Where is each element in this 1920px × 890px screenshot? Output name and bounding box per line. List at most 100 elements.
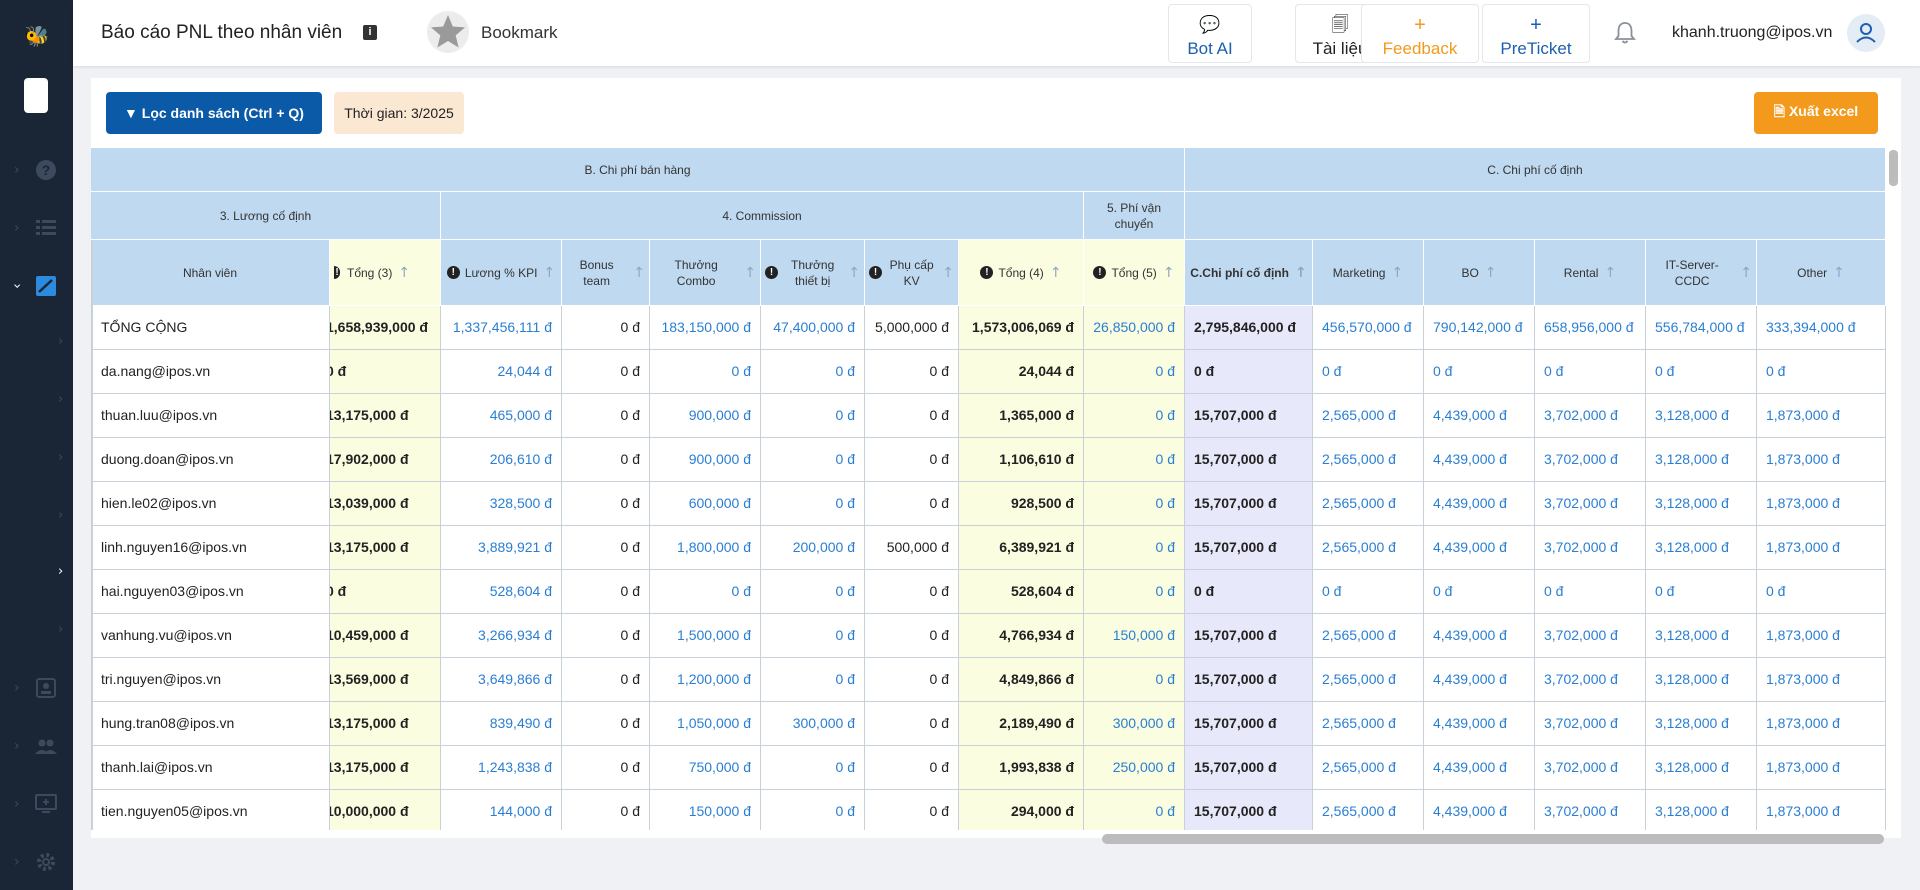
- value-cell[interactable]: 333,394,000 đ: [1757, 306, 1886, 350]
- value-cell[interactable]: 0 đ: [650, 570, 761, 614]
- value-cell[interactable]: 0 đ: [1424, 570, 1535, 614]
- value-cell[interactable]: 2,565,000 đ: [1313, 482, 1424, 526]
- value-cell[interactable]: 3,128,000 đ: [1646, 658, 1757, 702]
- value-cell[interactable]: 4,439,000 đ: [1424, 526, 1535, 570]
- value-cell[interactable]: 1,200,000 đ: [650, 658, 761, 702]
- sort-arrow-icon[interactable]: ↑: [942, 264, 954, 281]
- value-cell[interactable]: 1,873,000 đ: [1757, 482, 1886, 526]
- value-cell[interactable]: 556,784,000 đ: [1646, 306, 1757, 350]
- value-cell[interactable]: 1,873,000 đ: [1757, 614, 1886, 658]
- value-cell[interactable]: 150,000 đ: [1084, 614, 1185, 658]
- value-cell[interactable]: 3,128,000 đ: [1646, 746, 1757, 790]
- value-cell[interactable]: 465,000 đ: [441, 394, 562, 438]
- value-cell[interactable]: 3,702,000 đ: [1535, 394, 1646, 438]
- chevron-right-icon[interactable]: ›: [58, 392, 64, 407]
- value-cell[interactable]: 0 đ: [1084, 658, 1185, 702]
- value-cell[interactable]: 2,565,000 đ: [1313, 394, 1424, 438]
- value-cell[interactable]: 456,570,000 đ: [1313, 306, 1424, 350]
- export-excel-button[interactable]: 🗎 Xuất excel: [1754, 92, 1878, 134]
- value-cell[interactable]: 3,702,000 đ: [1535, 790, 1646, 830]
- value-cell[interactable]: 0 đ: [761, 746, 865, 790]
- value-cell[interactable]: 150,000 đ: [650, 790, 761, 830]
- value-cell[interactable]: 47,400,000 đ: [761, 306, 865, 350]
- value-cell[interactable]: 4,439,000 đ: [1424, 658, 1535, 702]
- sort-arrow-icon[interactable]: ↑: [744, 264, 756, 281]
- value-cell[interactable]: 2,565,000 đ: [1313, 702, 1424, 746]
- sidebar-item-help[interactable]: › ?: [0, 152, 73, 188]
- value-cell[interactable]: 0 đ: [1084, 394, 1185, 438]
- warning-icon[interactable]: !: [446, 266, 460, 279]
- value-cell[interactable]: 4,439,000 đ: [1424, 790, 1535, 830]
- value-cell[interactable]: 1,337,456,111 đ: [441, 306, 562, 350]
- value-cell[interactable]: 790,142,000 đ: [1424, 306, 1535, 350]
- chevron-right-icon[interactable]: ›: [58, 622, 64, 637]
- value-cell[interactable]: 0 đ: [761, 350, 865, 394]
- user-email[interactable]: khanh.truong@ipos.vn: [1672, 24, 1833, 41]
- sort-arrow-icon[interactable]: ↑: [1294, 264, 1307, 281]
- value-cell[interactable]: 0 đ: [761, 790, 865, 830]
- column-header-14[interactable]: Other ↑: [1757, 240, 1886, 306]
- column-header-3[interactable]: Bonus team ↑: [562, 240, 650, 306]
- workspace-selector[interactable]: [24, 78, 48, 113]
- value-cell[interactable]: 3,702,000 đ: [1535, 482, 1646, 526]
- chevron-right-icon[interactable]: ›: [58, 334, 64, 349]
- filter-button[interactable]: ▼ Lọc danh sách (Ctrl + Q): [106, 92, 322, 134]
- bell-icon[interactable]: [1613, 20, 1637, 46]
- value-cell[interactable]: 0 đ: [1084, 526, 1185, 570]
- value-cell[interactable]: 3,889,921 đ: [441, 526, 562, 570]
- info-icon[interactable]: i: [363, 25, 377, 40]
- value-cell[interactable]: 1,873,000 đ: [1757, 658, 1886, 702]
- horizontal-scrollbar[interactable]: [1102, 834, 1884, 844]
- value-cell[interactable]: 1,873,000 đ: [1757, 702, 1886, 746]
- preticket-button[interactable]: + PreTicket: [1482, 4, 1590, 63]
- value-cell[interactable]: 3,128,000 đ: [1646, 482, 1757, 526]
- warning-icon[interactable]: !: [1093, 266, 1107, 279]
- value-cell[interactable]: 2,565,000 đ: [1313, 658, 1424, 702]
- value-cell[interactable]: 0 đ: [1646, 350, 1757, 394]
- sidebar-item-contact[interactable]: ›: [0, 670, 73, 706]
- value-cell[interactable]: 328,500 đ: [441, 482, 562, 526]
- value-cell[interactable]: 2,565,000 đ: [1313, 746, 1424, 790]
- value-cell[interactable]: 144,000 đ: [441, 790, 562, 830]
- column-header-12[interactable]: Rental ↑: [1535, 240, 1646, 306]
- column-header-1[interactable]: ! Tổng (3) ↑: [330, 240, 441, 306]
- sort-arrow-icon[interactable]: ↑: [1391, 264, 1404, 281]
- value-cell[interactable]: 4,439,000 đ: [1424, 482, 1535, 526]
- value-cell[interactable]: 0 đ: [650, 350, 761, 394]
- value-cell[interactable]: 900,000 đ: [650, 394, 761, 438]
- value-cell[interactable]: 2,565,000 đ: [1313, 438, 1424, 482]
- chevron-right-icon[interactable]: ›: [58, 564, 64, 579]
- value-cell[interactable]: 0 đ: [761, 570, 865, 614]
- avatar[interactable]: [1847, 14, 1885, 52]
- bot-ai-button[interactable]: 💬 Bot AI: [1168, 4, 1252, 63]
- value-cell[interactable]: 0 đ: [1757, 350, 1886, 394]
- value-cell[interactable]: 3,128,000 đ: [1646, 394, 1757, 438]
- column-header-6[interactable]: ! Phụ cấp KV ↑: [865, 240, 959, 306]
- column-header-5[interactable]: ! Thưởng thiết bị ↑: [761, 240, 865, 306]
- value-cell[interactable]: 1,873,000 đ: [1757, 394, 1886, 438]
- value-cell[interactable]: 600,000 đ: [650, 482, 761, 526]
- value-cell[interactable]: 2,565,000 đ: [1313, 790, 1424, 830]
- feedback-button[interactable]: + Feedback: [1361, 4, 1479, 63]
- value-cell[interactable]: 4,439,000 đ: [1424, 394, 1535, 438]
- column-header-11[interactable]: BO ↑: [1424, 240, 1535, 306]
- column-header-7[interactable]: ! Tổng (4) ↑: [959, 240, 1084, 306]
- logo-icon[interactable]: 🐝: [24, 26, 50, 48]
- sidebar-item-report[interactable]: ›: [0, 268, 73, 304]
- value-cell[interactable]: 4,439,000 đ: [1424, 702, 1535, 746]
- value-cell[interactable]: 2,565,000 đ: [1313, 526, 1424, 570]
- value-cell[interactable]: 3,649,866 đ: [441, 658, 562, 702]
- value-cell[interactable]: 528,604 đ: [441, 570, 562, 614]
- column-header-13[interactable]: IT-Server-CCDC ↑: [1646, 240, 1757, 306]
- value-cell[interactable]: 3,128,000 đ: [1646, 614, 1757, 658]
- sort-arrow-icon[interactable]: ↑: [1604, 264, 1617, 281]
- value-cell[interactable]: 3,128,000 đ: [1646, 702, 1757, 746]
- value-cell[interactable]: 4,439,000 đ: [1424, 438, 1535, 482]
- value-cell[interactable]: 0 đ: [1084, 482, 1185, 526]
- value-cell[interactable]: 1,873,000 đ: [1757, 526, 1886, 570]
- value-cell[interactable]: 839,490 đ: [441, 702, 562, 746]
- value-cell[interactable]: 300,000 đ: [1084, 702, 1185, 746]
- value-cell[interactable]: 0 đ: [761, 658, 865, 702]
- chevron-right-icon[interactable]: ›: [58, 450, 64, 465]
- warning-icon[interactable]: !: [765, 266, 778, 279]
